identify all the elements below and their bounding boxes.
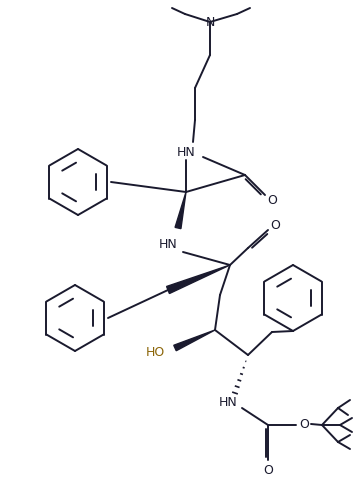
Text: O: O xyxy=(299,417,309,431)
Polygon shape xyxy=(167,265,230,294)
Text: N: N xyxy=(205,16,215,28)
Polygon shape xyxy=(174,330,215,351)
Text: HO: HO xyxy=(145,346,164,358)
Polygon shape xyxy=(175,192,186,229)
Text: HN: HN xyxy=(158,238,177,250)
Text: O: O xyxy=(267,193,277,207)
Text: HN: HN xyxy=(219,395,237,409)
Text: O: O xyxy=(270,218,280,231)
Text: O: O xyxy=(263,464,273,476)
Text: HN: HN xyxy=(176,145,195,159)
